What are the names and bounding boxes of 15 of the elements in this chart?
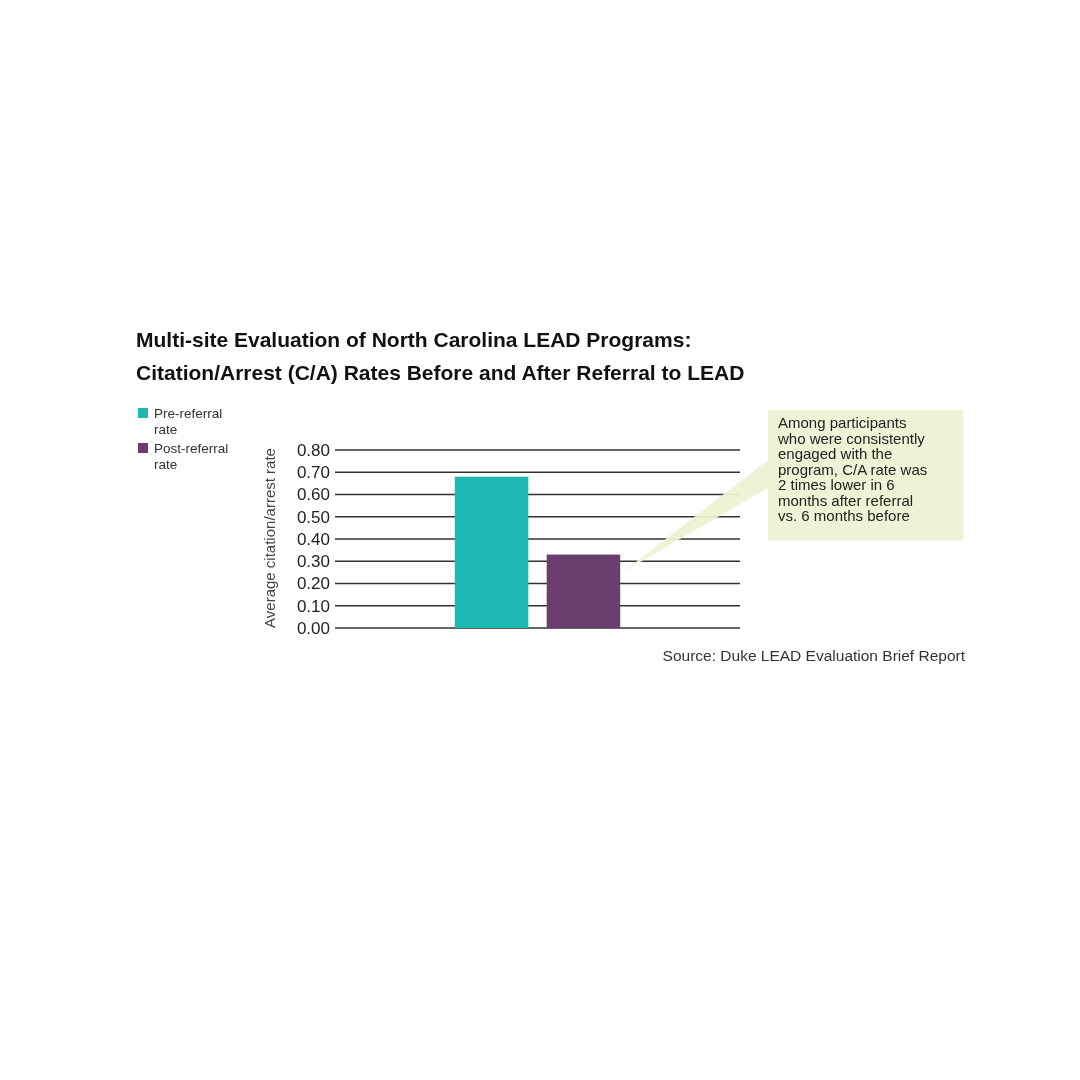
y-tick-label: 0.70 [296,463,330,483]
text: Among participants who were consistently engaged with the program, C/A rate was 2 times lower in 6 months after referral vs. 6 months before [777,414,928,524]
source-note: Source: Duke LEAD Evaluation Brief Report [662,647,966,664]
y-tick-label: 0.30 [296,552,330,572]
y-tick-label: 0.10 [296,596,330,616]
y-tick-label: 0.80 [296,440,330,460]
chart-title: Multi-site Evaluation of North Carolina LEAD Programs: Citation/Arrest (C/A) Rates Before and After Referral to LEAD [136,328,745,384]
y-tick-label: 0.20 [296,574,330,594]
y-axis-title: Average citation/arrest rate [261,448,278,628]
y-tick-label: 0.50 [296,507,330,527]
legend-label: Pre-referral rate [154,406,223,437]
y-tick-label: 0.40 [296,529,330,549]
y-tick-label: 0.00 [296,618,330,638]
legend-label: Post-referral rate [154,441,229,472]
y-tick-label: 0.60 [296,485,330,505]
